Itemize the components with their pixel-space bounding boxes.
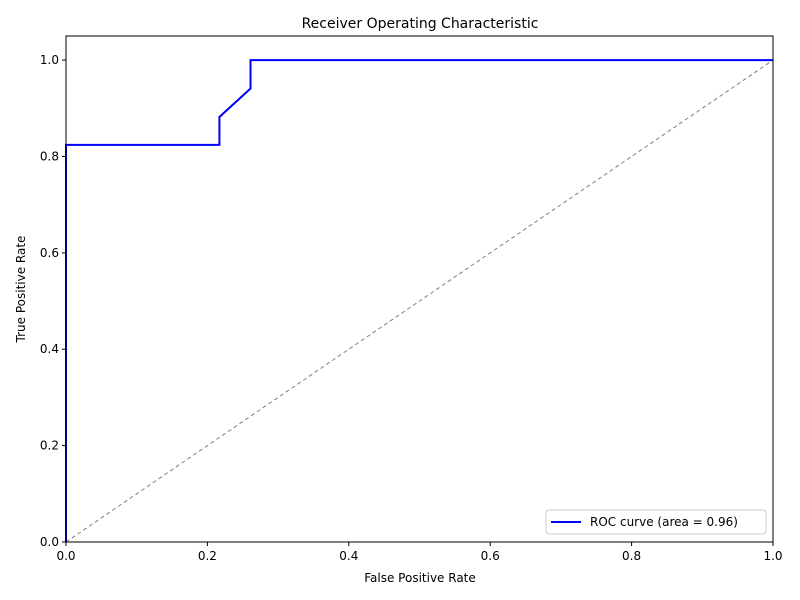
x-tick-label: 0.0 [56,549,75,563]
y-axis-label: True Positive Rate [14,236,28,344]
chance-line [65,59,774,543]
legend-label-roc: ROC curve (area = 0.96) [590,515,738,529]
y-tick-label: 1.0 [40,53,59,67]
plot-area [65,59,774,543]
y-tick-label: 0.6 [40,246,59,260]
x-tick-label: 0.6 [481,549,500,563]
y-axis-ticks: 0.0 0.2 0.4 0.6 0.8 1.0 [40,53,66,549]
legend-box [545,509,767,535]
axes-frame [65,35,774,543]
x-tick-label: 0.8 [622,549,641,563]
x-axis-ticks: 0.0 0.2 0.4 0.6 0.8 1.0 [56,542,783,563]
y-tick-label: 0.2 [40,439,59,453]
y-tick-label: 0.8 [40,149,59,163]
legend: ROC curve (area = 0.96) [545,509,767,535]
x-axis-label: False Positive Rate [364,571,476,585]
x-tick-label: 0.4 [339,549,358,563]
x-tick-label: 1.0 [763,549,782,563]
chart-title: Receiver Operating Characteristic [302,16,539,32]
x-tick-label: 0.2 [198,549,217,563]
y-tick-label: 0.4 [40,342,59,356]
y-tick-label: 0.0 [40,535,59,549]
